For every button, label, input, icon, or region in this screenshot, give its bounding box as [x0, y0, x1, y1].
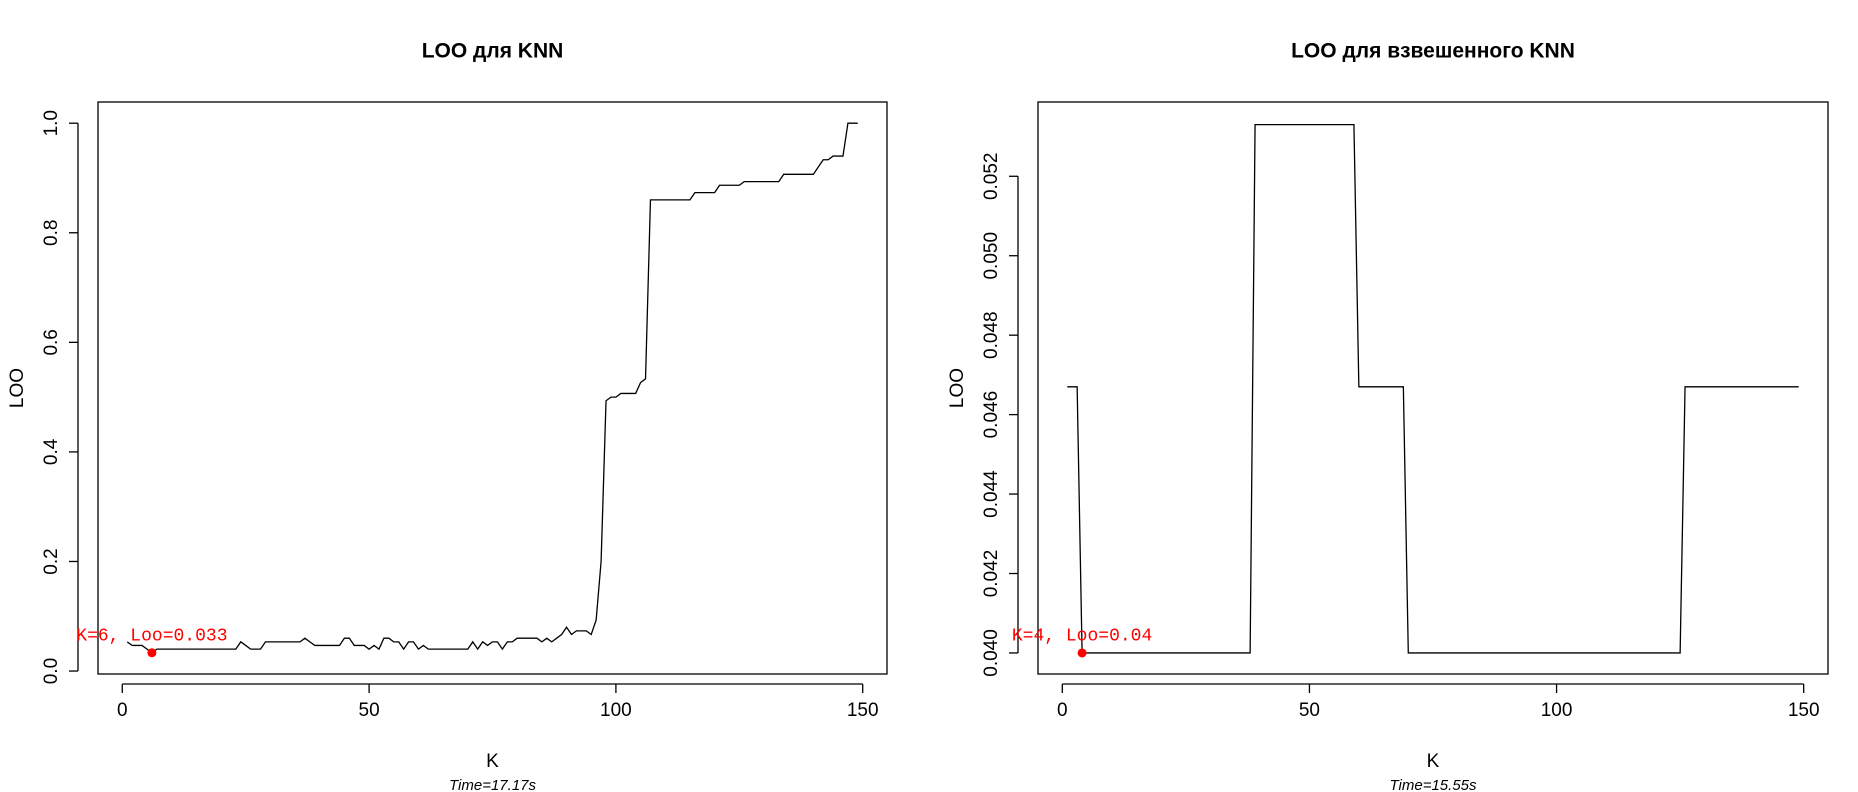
- y-axis-label: LOO: [947, 368, 968, 408]
- y-tick-label: 0.052: [981, 153, 1002, 201]
- highlight-label: K=6, Loo=0.033: [76, 627, 227, 647]
- x-tick-label: 100: [1541, 700, 1573, 721]
- y-tick-label: 0.2: [41, 548, 62, 574]
- data-line: [126, 122, 858, 654]
- y-tick-label: 0.4: [41, 438, 62, 465]
- x-tick-label: 0: [1057, 700, 1068, 721]
- y-tick-label: 0.8: [41, 220, 62, 246]
- y-tick-label: 0.048: [981, 311, 1002, 359]
- plot-frame: [97, 101, 888, 675]
- chart-title: LOO для KNN: [422, 40, 564, 63]
- x-tick-label: 150: [1788, 700, 1820, 721]
- x-tick-label: 50: [1299, 700, 1320, 721]
- x-tick-label: 50: [359, 700, 380, 721]
- chart-title: LOO для взвешенного KNN: [1291, 40, 1575, 63]
- highlight-label: K=4, Loo=0.04: [1012, 627, 1152, 647]
- x-tick-label: 150: [847, 700, 879, 721]
- y-tick-label: 0.040: [981, 629, 1002, 677]
- y-tick-label: 0.044: [981, 470, 1002, 518]
- y-tick-label: 0.050: [981, 232, 1002, 280]
- subtitle: Time=15.55s: [1390, 777, 1477, 792]
- y-tick-label: 0.6: [41, 329, 62, 355]
- data-line: [1067, 123, 1799, 654]
- subtitle: Time=17.17s: [449, 777, 536, 792]
- y-tick-label: 0.042: [981, 550, 1002, 598]
- x-tick-label: 0: [117, 700, 128, 721]
- x-axis-label: K: [486, 751, 499, 772]
- y-tick-label: 0.046: [981, 391, 1002, 439]
- x-tick-label: 100: [600, 700, 632, 721]
- y-tick-label: 1.0: [41, 110, 62, 136]
- y-axis-label: LOO: [7, 368, 28, 408]
- plot-frame: [1037, 101, 1829, 675]
- highlight-point: [1077, 648, 1087, 658]
- highlight-point: [147, 648, 157, 658]
- x-axis-label: K: [1427, 751, 1440, 772]
- y-tick-label: 0.0: [41, 658, 62, 684]
